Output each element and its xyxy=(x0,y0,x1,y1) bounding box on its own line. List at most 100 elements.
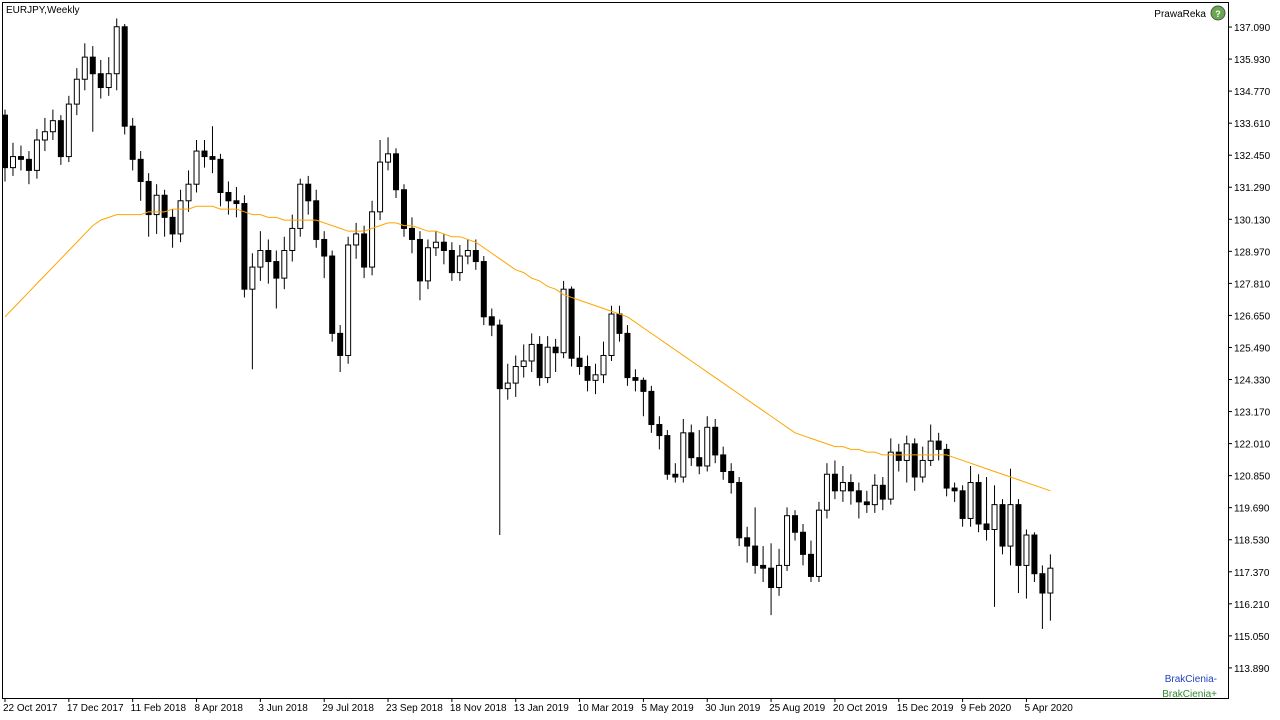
candle-body xyxy=(847,482,854,492)
candle-body xyxy=(943,448,950,489)
candle-body xyxy=(967,482,974,519)
candle-body xyxy=(951,487,958,492)
candle-body xyxy=(768,567,775,589)
candle-body xyxy=(1023,534,1030,566)
candle-body xyxy=(2,114,8,169)
candle-body xyxy=(935,440,942,450)
candle-body xyxy=(648,390,655,426)
candle-body xyxy=(504,382,511,390)
y-tick-label: 132.450 xyxy=(1234,151,1271,162)
candle-body xyxy=(73,78,80,105)
x-tick-label: 20 Oct 2019 xyxy=(833,703,888,714)
moving-average-line xyxy=(4,205,1051,492)
candle-body xyxy=(959,490,966,519)
candle-body xyxy=(776,564,783,589)
candle-body xyxy=(416,238,423,282)
x-tick-label: 29 Jul 2018 xyxy=(322,703,374,714)
x-tick-label: 30 Jun 2019 xyxy=(705,703,760,714)
x-tick-label: 13 Jan 2019 xyxy=(514,703,569,714)
candle-body xyxy=(760,564,767,569)
candle-body xyxy=(105,73,112,89)
candle-body xyxy=(608,313,615,356)
candle-body xyxy=(440,241,447,252)
y-tick-label: 122.010 xyxy=(1234,440,1271,451)
y-tick-label: 117.370 xyxy=(1234,568,1270,579)
candle-body xyxy=(281,250,288,279)
candle-body xyxy=(265,250,272,263)
candle-body xyxy=(209,156,216,160)
candle-body xyxy=(800,531,806,555)
candle-body xyxy=(33,139,40,171)
candle-body xyxy=(871,484,878,506)
candle-body xyxy=(185,183,192,202)
candle-body xyxy=(815,509,822,577)
candle-body xyxy=(305,183,312,202)
y-tick-label: 133.610 xyxy=(1234,119,1271,130)
candle-body xyxy=(1039,573,1046,594)
candle-body xyxy=(193,150,200,185)
candle-body xyxy=(393,153,400,191)
candle-body xyxy=(728,470,735,484)
candle-body xyxy=(496,324,503,390)
candle-body xyxy=(145,180,152,216)
y-tick-label: 125.490 xyxy=(1234,343,1271,354)
candle-body xyxy=(991,504,998,530)
candle-body xyxy=(640,379,647,392)
candle-body xyxy=(377,161,384,213)
candle-body xyxy=(89,56,96,75)
x-tick-label: 17 Dec 2017 xyxy=(67,703,124,714)
x-tick-label: 18 Nov 2018 xyxy=(450,703,507,714)
candle-body xyxy=(153,194,160,216)
candle-body xyxy=(744,537,751,547)
candle-body xyxy=(408,227,415,240)
x-tick-label: 15 Dec 2019 xyxy=(897,703,954,714)
candle-body xyxy=(169,216,176,235)
candle-body xyxy=(345,244,352,356)
candle-body xyxy=(17,156,24,160)
x-tick-label: 9 Feb 2020 xyxy=(961,703,1012,714)
candle-body xyxy=(784,515,791,566)
chart-title: EURJPY,Weekly xyxy=(6,5,80,16)
candle-body xyxy=(544,346,551,379)
candle-body xyxy=(999,504,1006,547)
candle-body xyxy=(424,247,431,282)
logo-glyph: ? xyxy=(1215,9,1221,19)
y-tick-label: 127.810 xyxy=(1234,279,1271,290)
candle-body xyxy=(983,523,990,530)
plot-frame xyxy=(2,2,1229,699)
candle-body xyxy=(161,194,168,218)
candle-body xyxy=(624,332,631,379)
candle-body xyxy=(401,189,407,229)
candle-body xyxy=(704,426,711,467)
candle-body xyxy=(57,120,64,158)
y-tick-label: 124.330 xyxy=(1234,376,1271,387)
candle-body xyxy=(25,158,32,171)
candle-body xyxy=(464,250,471,257)
candle-body xyxy=(720,454,727,472)
candles xyxy=(2,18,1054,629)
candle-body xyxy=(65,103,72,158)
x-tick-label: 25 Aug 2019 xyxy=(769,703,826,714)
y-tick-label: 115.050 xyxy=(1234,632,1270,643)
candle-body xyxy=(129,125,136,160)
candle-body xyxy=(616,313,623,334)
candle-body xyxy=(337,332,344,356)
y-tick-label: 131.290 xyxy=(1234,183,1271,194)
candle-body xyxy=(568,288,575,359)
candle-body xyxy=(121,26,128,127)
candle-body xyxy=(576,357,583,368)
candle-body xyxy=(887,451,894,500)
candle-body xyxy=(113,26,120,75)
candle-body xyxy=(137,158,144,182)
candle-body xyxy=(536,343,543,379)
x-tick-label: 10 Mar 2019 xyxy=(578,703,635,714)
candle-body xyxy=(911,443,918,478)
logo-icon: ? xyxy=(1210,5,1226,21)
candle-body xyxy=(792,515,799,533)
candle-body xyxy=(895,451,902,461)
candle-body xyxy=(688,432,695,459)
candle-body xyxy=(385,153,392,163)
y-tick-label: 118.530 xyxy=(1234,536,1270,547)
candle-body xyxy=(823,473,830,511)
